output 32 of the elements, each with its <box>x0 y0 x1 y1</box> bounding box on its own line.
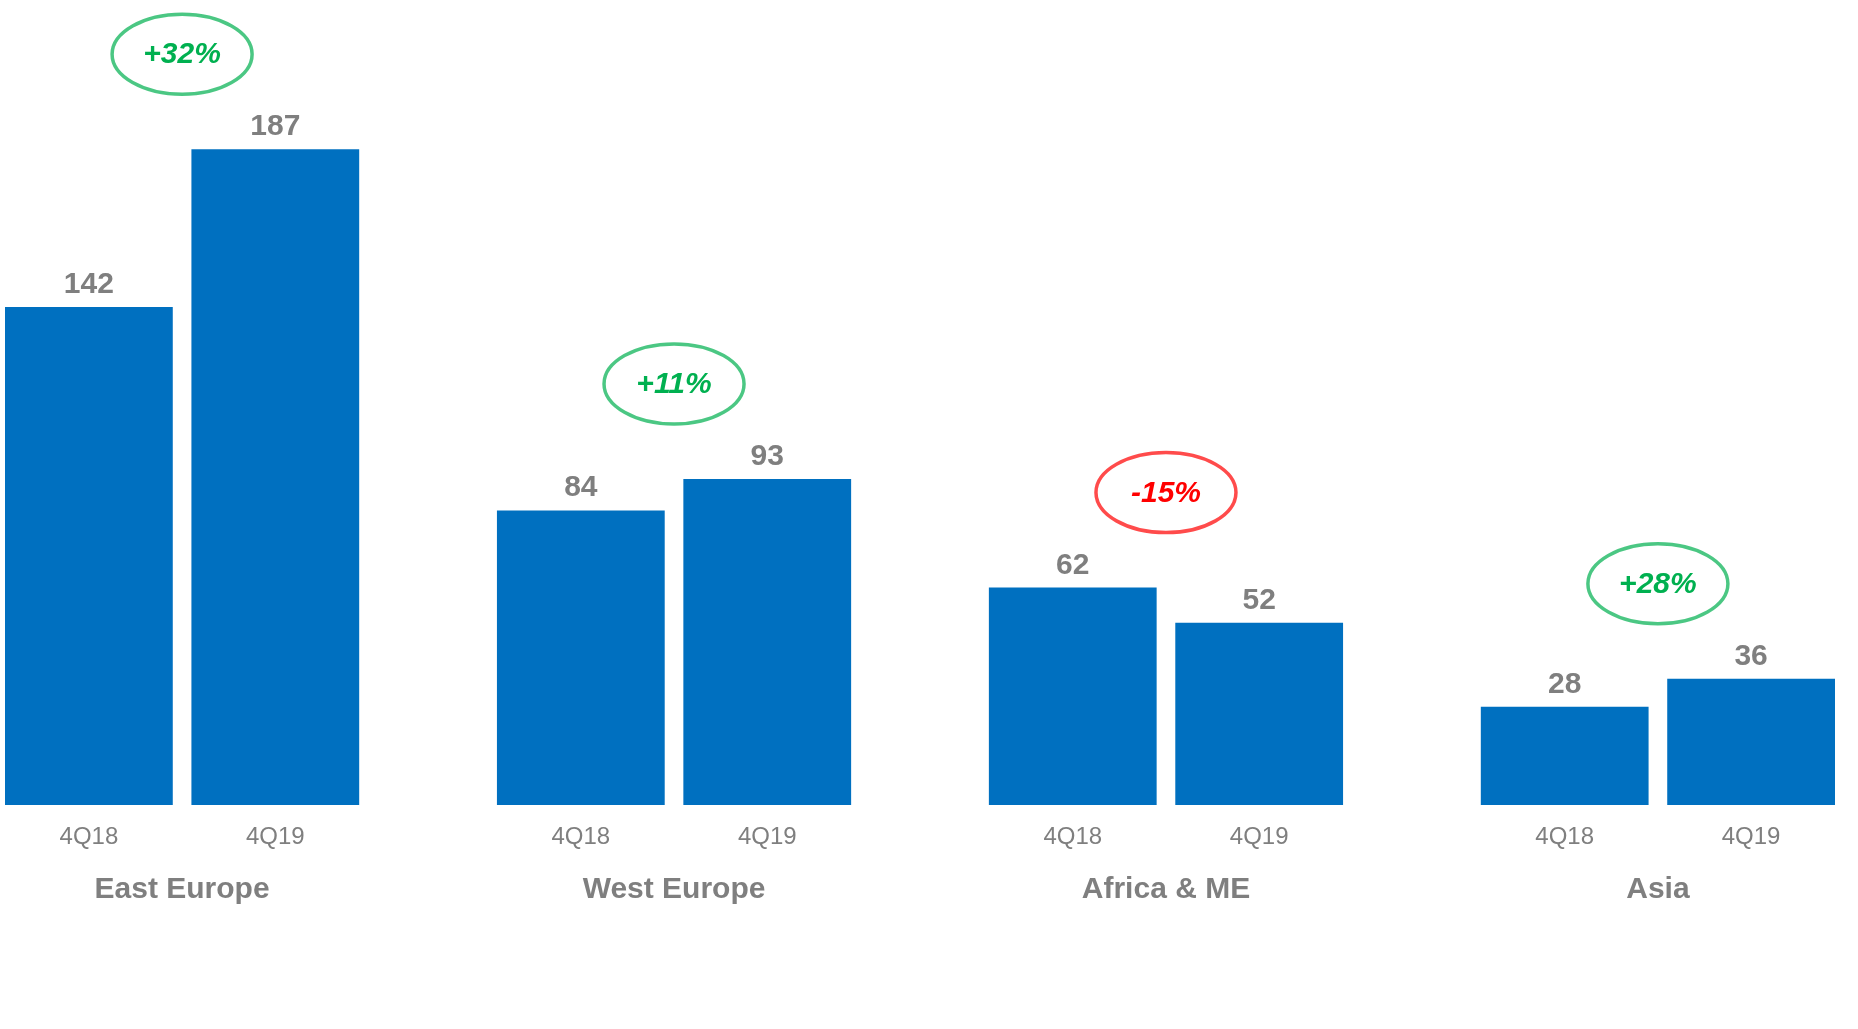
data-label: 187 <box>250 108 301 142</box>
data-label: 84 <box>564 469 598 503</box>
text: 4Q18 <box>551 822 611 849</box>
annotation: +11% <box>636 365 712 399</box>
text: 4Q19 <box>1721 822 1781 849</box>
text: 4Q19 <box>1229 822 1289 849</box>
x-tick-label: East Europe <box>94 870 270 904</box>
data-label: 93 <box>750 437 784 471</box>
bar <box>1480 706 1649 805</box>
data-label: 142 <box>63 266 114 300</box>
x-tick-label: Asia <box>1626 870 1690 904</box>
annotation: +28% <box>1619 565 1697 599</box>
bar <box>191 149 360 805</box>
series-label: 4Q18 <box>59 822 119 849</box>
bar <box>496 510 665 805</box>
bar <box>1175 622 1344 805</box>
series-label: 4Q19 <box>245 822 305 849</box>
text: 4Q19 <box>737 822 797 849</box>
bar <box>5 307 173 805</box>
data-label: 36 <box>1734 637 1768 671</box>
text: +32% <box>143 36 221 70</box>
data-label: 52 <box>1242 581 1276 615</box>
bar <box>988 587 1157 805</box>
bar <box>683 478 852 805</box>
text: 4Q18 <box>1535 822 1595 849</box>
x-tick-label: Africa & ME <box>1081 870 1251 904</box>
x-tick-label: West Europe <box>582 870 766 904</box>
bar <box>1667 678 1835 805</box>
data-label: 28 <box>1548 665 1582 699</box>
annotation: -15% <box>1130 474 1201 508</box>
text: 4Q18 <box>1043 822 1103 849</box>
data-label: 62 <box>1056 546 1090 580</box>
